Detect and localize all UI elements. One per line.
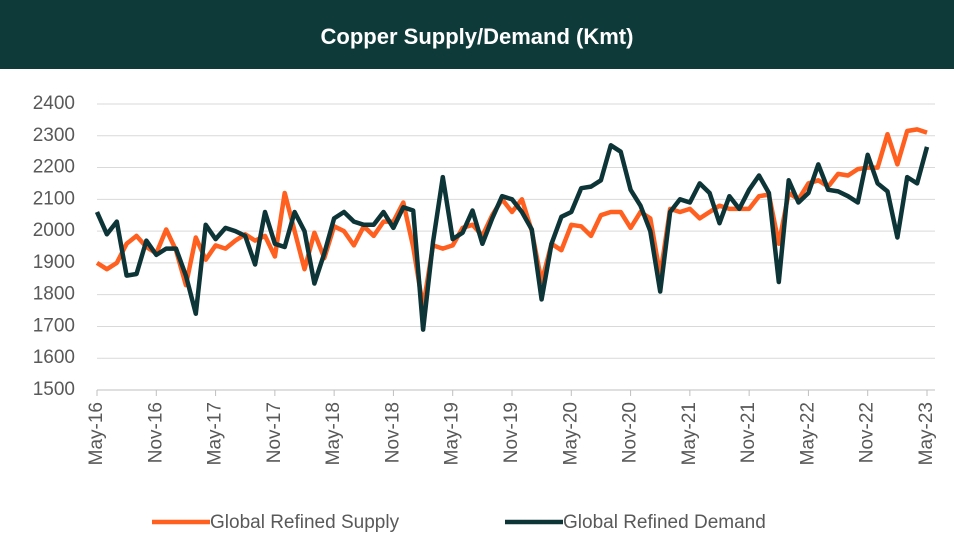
x-tick-label: May-21 — [679, 402, 700, 465]
x-tick-label: May-20 — [560, 402, 581, 465]
x-tick-label: Nov-16 — [145, 402, 166, 463]
x-tick-label: May-23 — [916, 402, 937, 465]
legend-label: Global Refined Supply — [210, 512, 400, 533]
x-tick-label: May-19 — [442, 402, 463, 465]
series-line — [95, 127, 928, 310]
y-tick-label: 2300 — [33, 125, 75, 146]
y-tick-label: 2100 — [33, 188, 75, 209]
x-tick-label: Nov-22 — [857, 402, 878, 463]
y-tick-label: 2400 — [33, 93, 75, 114]
chart-title: Copper Supply/Demand (Kmt) — [321, 24, 634, 49]
y-tick-label: 1600 — [33, 347, 75, 368]
x-tick-label: Nov-20 — [620, 402, 641, 463]
title-bar — [0, 0, 954, 69]
y-tick-label: 1700 — [33, 315, 75, 336]
x-tick-label: Nov-21 — [738, 402, 759, 463]
x-tick-label: May-22 — [797, 402, 818, 465]
y-tick-label: 2200 — [33, 157, 75, 178]
series-line — [94, 143, 930, 332]
y-tick-label: 1900 — [33, 252, 75, 273]
y-tick-label: 2000 — [33, 220, 75, 241]
x-tick-label: May-17 — [205, 402, 226, 465]
y-tick-label: 1800 — [33, 284, 75, 305]
y-tick-label: 1500 — [33, 379, 75, 400]
x-tick-label: Nov-19 — [501, 402, 522, 463]
x-tick-label: Nov-18 — [382, 402, 403, 463]
legend-label: Global Refined Demand — [563, 512, 766, 533]
x-tick-label: May-18 — [323, 402, 344, 465]
x-tick-label: Nov-17 — [264, 402, 285, 463]
x-tick-label: May-16 — [86, 402, 107, 465]
